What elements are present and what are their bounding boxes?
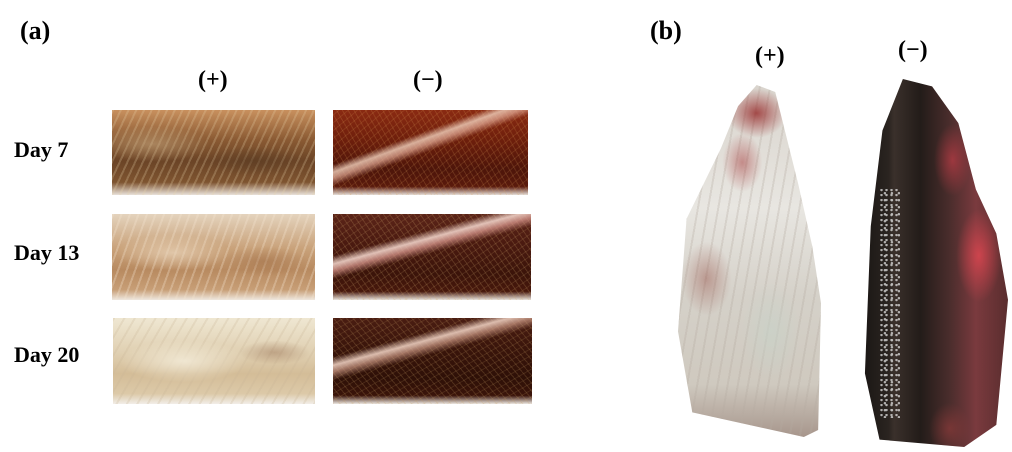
large-minus-mold-speckle (879, 189, 900, 418)
photo-day-20-minus (333, 318, 532, 404)
panel-a-label: (a) (20, 16, 51, 45)
panel-b-label: (b) (650, 16, 682, 45)
photo-day-20-plus (113, 318, 315, 404)
photo-large-plus (678, 85, 821, 437)
photo-day-7-plus (112, 110, 315, 195)
photo-day-13-minus (333, 214, 531, 300)
row-label-day-20: Day 20 (14, 342, 80, 367)
photo-day-7-minus (333, 110, 528, 195)
row-label-day-13: Day 13 (14, 240, 80, 265)
panel-a-minus-column-label: (−) (413, 67, 443, 93)
row-label-day-7: Day 7 (14, 137, 69, 162)
photo-day-13-plus (112, 214, 315, 300)
panel-b-minus-column-label: (−) (898, 37, 928, 63)
large-plus-meat-shape (678, 85, 821, 437)
photo-large-minus (862, 79, 1008, 447)
panel-b-plus-column-label: (+) (755, 43, 785, 69)
panel-a-plus-column-label: (+) (198, 67, 228, 93)
